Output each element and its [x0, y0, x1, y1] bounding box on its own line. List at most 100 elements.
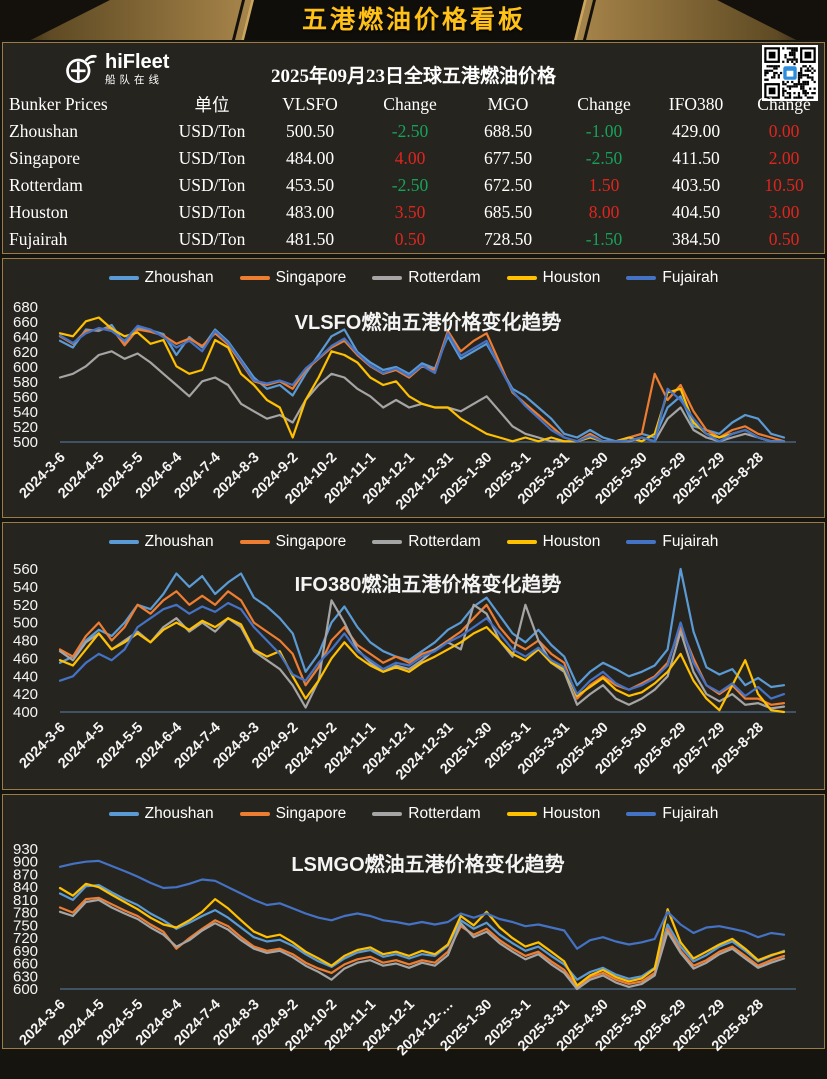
change-cell: 3.50 [394, 202, 426, 222]
y-axis-tick-label: 500 [13, 434, 38, 451]
vlsfo-chart-panel: Zhoushan Singapore Rotterdam Houston Fujaira… [2, 258, 825, 518]
table-header-cell: Change [383, 94, 437, 114]
table-header-cell: Change [577, 94, 631, 114]
price-cell: 688.50 [483, 121, 533, 141]
ifo380-chart-panel: Zhoushan Singapore Rotterdam Houston Fujaira… [2, 522, 825, 790]
table-row: Rotterdam USD/Ton 453.50 -2.50 672.50 1.50 403… [3, 172, 824, 199]
y-axis-tick-label: 560 [13, 389, 38, 406]
legend-label: Houston [542, 269, 601, 286]
report-date-title: 2025年09月23日全球五港燃油价格 [270, 66, 556, 87]
change-cell: 8.00 [588, 202, 620, 222]
y-axis-tick-label: 560 [13, 561, 38, 578]
price-cell: USD/Ton [178, 148, 246, 168]
price-cell: 484.00 [285, 148, 335, 168]
price-cell: 728.50 [483, 229, 533, 249]
qr-code-pattern [762, 45, 818, 101]
y-axis-tick-label: 400 [13, 704, 38, 721]
legend-swatch-icon [626, 812, 657, 816]
table-header-cell: IFO380 [668, 94, 724, 114]
price-cell: 404.50 [671, 202, 721, 222]
chart-title: IFO380燃油五港价格变化趋势 [295, 572, 562, 596]
y-axis-tick-label: 600 [13, 981, 38, 998]
series-line-rotterdam [58, 898, 786, 991]
table-header-cell: VLSFO [282, 94, 338, 114]
price-cell: 677.50 [483, 148, 533, 168]
legend-item-singapore: Singapore [239, 269, 347, 287]
legend-swatch-icon [239, 812, 270, 816]
legend-swatch-icon [372, 540, 403, 544]
series-line-fujairah [58, 859, 786, 950]
series-line-rotterdam [58, 599, 786, 710]
price-cell: 672.50 [483, 175, 533, 195]
price-cell: 685.50 [483, 202, 533, 222]
price-cell: USD/Ton [178, 229, 246, 249]
legend-swatch-icon [108, 276, 139, 280]
qr-code [762, 45, 818, 101]
y-axis-tick-label: 660 [13, 956, 38, 973]
legend-item-fujairah: Fujairah [626, 805, 718, 823]
legend-label: Houston [542, 533, 601, 550]
legend-swatch-icon [626, 540, 657, 544]
y-axis-tick-label: 690 [13, 943, 38, 960]
legend-label: Zhoushan [144, 533, 214, 550]
table-row: Zhoushan USD/Ton 500.50 -2.50 688.50 -1.00 429… [3, 118, 824, 145]
y-axis-tick-label: 870 [13, 866, 38, 883]
legend-label: Fujairah [662, 533, 719, 550]
change-cell: -2.50 [585, 148, 623, 168]
lsmgo-chart-panel: Zhoushan Singapore Rotterdam Houston Fujaira… [2, 794, 825, 1059]
brand-name: hiFleet [105, 51, 170, 74]
y-axis-tick-label: 520 [13, 419, 38, 436]
lsmgo-chart-legend: Zhoushan Singapore Rotterdam Houston Fujaira… [3, 795, 824, 829]
legend-item-fujairah: Fujairah [626, 533, 718, 551]
series-line-houston [58, 617, 786, 714]
y-axis-tick-label: 520 [13, 597, 38, 614]
legend-swatch-icon [239, 540, 270, 544]
table-header-cell: 单位 [194, 95, 230, 115]
legend-item-zhoushan: Zhoushan [108, 533, 214, 551]
table-row: Fujairah USD/Ton 481.50 0.50 728.50 -1.50 384.… [3, 226, 824, 253]
legend-label: Singapore [275, 269, 347, 286]
ifo380-chart-legend: Zhoushan Singapore Rotterdam Houston Fujaira… [3, 523, 824, 557]
series-line-zhoushan [58, 567, 786, 689]
price-cell: 481.50 [285, 229, 335, 249]
y-axis-tick-label: 930 [13, 841, 38, 858]
price-cell: 483.00 [285, 202, 335, 222]
legend-label: Fujairah [662, 269, 719, 286]
legend-swatch-icon [372, 812, 403, 816]
change-cell: 0.50 [394, 229, 426, 249]
price-cell: 411.50 [672, 148, 720, 168]
port-name-cell: Zhoushan [9, 121, 79, 141]
legend-label: Rotterdam [408, 533, 481, 550]
ribbon-center: 五港燃油价格看板 [240, 0, 587, 40]
table-header-row: Bunker Prices 单位 VLSFO Change MGO Change IFO38… [3, 91, 824, 118]
brand-logo: hiFleet 船队在线 [63, 51, 169, 87]
y-axis-tick-label: 440 [13, 668, 38, 685]
y-axis-tick-label: 680 [13, 299, 38, 316]
price-cell: 384.50 [671, 229, 721, 249]
legend-item-houston: Houston [506, 533, 601, 551]
legend-label: Zhoushan [144, 269, 214, 286]
series-line-fujairah [58, 324, 786, 443]
change-cell: 10.50 [764, 175, 804, 195]
legend-item-zhoushan: Zhoushan [108, 269, 214, 287]
y-axis-tick-label: 840 [13, 879, 38, 896]
chart-title: VLSFO燃油五港价格变化趋势 [295, 310, 562, 334]
hifleet-logo-icon [66, 54, 97, 83]
series-line-singapore [58, 326, 786, 443]
change-cell: 0.50 [768, 229, 800, 249]
price-cell: USD/Ton [178, 175, 246, 195]
vlsfo-chart-legend: Zhoushan Singapore Rotterdam Houston Fujaira… [3, 259, 824, 293]
legend-swatch-icon [108, 540, 139, 544]
legend-item-houston: Houston [506, 269, 601, 287]
header-ribbon: 五港燃油价格看板 [0, 0, 827, 40]
table-header-cell: Bunker Prices [9, 94, 108, 114]
y-axis-tick-label: 720 [13, 930, 38, 947]
legend-item-houston: Houston [506, 805, 600, 823]
port-name-cell: Fujairah [9, 229, 68, 249]
legend-label: Singapore [275, 805, 347, 822]
change-cell: -2.50 [391, 121, 429, 141]
legend-swatch-icon [506, 812, 537, 816]
